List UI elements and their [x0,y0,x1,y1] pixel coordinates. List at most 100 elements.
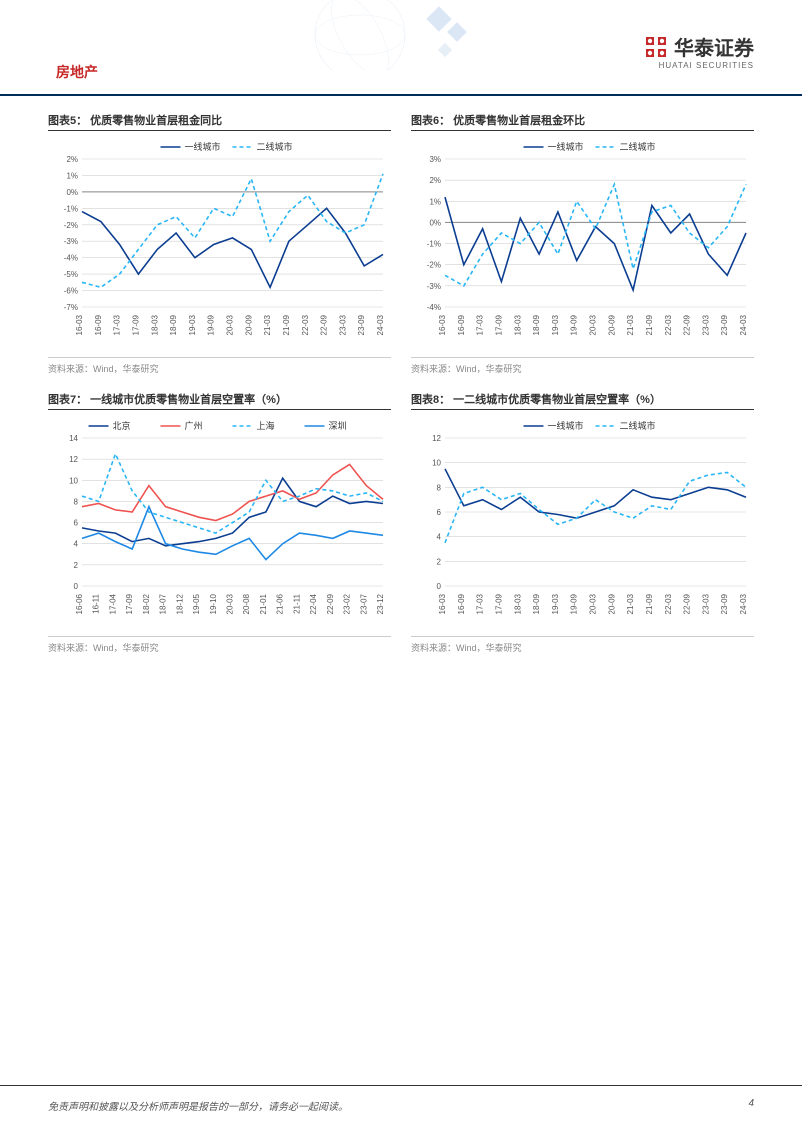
chart-canvas: 02468101216-0316-0917-0317-0918-0318-091… [411,414,754,634]
chart-source: 资料来源：Wind，华泰研究 [411,636,754,658]
svg-text:19-03: 19-03 [551,593,560,614]
svg-text:23-03: 23-03 [701,314,710,335]
svg-text:2%: 2% [429,176,441,185]
svg-text:23-02: 23-02 [343,593,352,614]
svg-text:19-05: 19-05 [192,593,201,614]
svg-text:-1%: -1% [427,240,441,249]
svg-text:北京: 北京 [113,420,131,431]
svg-text:-4%: -4% [427,303,441,312]
svg-text:3%: 3% [429,155,441,164]
svg-text:17-09: 17-09 [125,593,134,614]
header-decoration [240,0,520,70]
svg-text:22-04: 22-04 [309,593,318,614]
svg-text:23-03: 23-03 [338,314,347,335]
svg-text:21-11: 21-11 [292,593,301,613]
svg-text:14: 14 [69,434,78,443]
chart-6: 图表6： 优质零售物业首层租金环比 -4% -3% -2% -1% 0% 1% 2% 3% 16… [411,108,754,379]
svg-text:0%: 0% [66,188,78,197]
svg-text:-2%: -2% [64,221,78,230]
svg-text:22-03: 22-03 [664,314,673,335]
svg-text:23-12: 23-12 [376,593,385,614]
svg-text:二线城市: 二线城市 [620,141,656,152]
svg-text:21-01: 21-01 [259,593,268,614]
svg-text:17-03: 17-03 [476,314,485,335]
svg-text:0: 0 [437,582,442,591]
svg-text:16-09: 16-09 [457,593,466,614]
svg-text:18-12: 18-12 [175,593,184,614]
svg-text:0: 0 [74,582,79,591]
chart-source: 资料来源：Wind，华泰研究 [411,357,754,379]
chart-canvas: 0246810121416-0616-1117-0417-0918-0218-0… [48,414,391,634]
svg-text:19-09: 19-09 [570,314,579,335]
svg-text:12: 12 [69,455,78,464]
svg-text:16-06: 16-06 [75,593,84,614]
page-header: 房地产 华泰证券 HUATAI SECURITIES [0,0,802,96]
svg-text:24-03: 24-03 [376,314,385,335]
chart-5: 图表5： 优质零售物业首层租金同比 -7%-6%-5%-4%-3%-2%-1%0… [48,108,391,379]
svg-text:2: 2 [74,561,79,570]
svg-text:23-09: 23-09 [357,314,366,335]
svg-text:20-03: 20-03 [226,593,235,614]
svg-text:24-03: 24-03 [739,593,748,614]
svg-text:22-09: 22-09 [683,314,692,335]
svg-text:2%: 2% [66,155,78,164]
svg-text:18-07: 18-07 [159,593,168,614]
chart-title: 图表7： 一线城市优质零售物业首层空置率（%） [48,387,391,410]
svg-text:1%: 1% [429,197,441,206]
svg-text:4: 4 [74,540,79,549]
svg-text:19-09: 19-09 [207,314,216,335]
chart-title: 图表6： 优质零售物业首层租金环比 [411,108,754,131]
svg-text:16-11: 16-11 [92,593,101,613]
svg-text:一线城市: 一线城市 [185,141,221,152]
svg-text:16-03: 16-03 [438,593,447,614]
svg-text:18-09: 18-09 [169,314,178,335]
svg-text:16-09: 16-09 [94,314,103,335]
svg-text:-3%: -3% [427,282,441,291]
svg-text:二线城市: 二线城市 [620,420,656,431]
svg-text:一线城市: 一线城市 [548,141,584,152]
svg-text:18-09: 18-09 [532,314,541,335]
svg-text:21-03: 21-03 [263,314,272,335]
svg-text:17-09: 17-09 [494,314,503,335]
svg-text:23-03: 23-03 [701,593,710,614]
svg-text:17-03: 17-03 [113,314,122,335]
svg-text:4: 4 [437,533,442,542]
svg-text:10: 10 [69,476,78,485]
svg-text:22-03: 22-03 [664,593,673,614]
svg-text:16-03: 16-03 [75,314,84,335]
disclaimer-text: 免责声明和披露以及分析师声明是报告的一部分，请务必一起阅读。 [48,1098,348,1133]
svg-text:0%: 0% [429,218,441,227]
svg-text:23-09: 23-09 [720,314,729,335]
svg-text:22-03: 22-03 [301,314,310,335]
svg-text:21-09: 21-09 [645,593,654,614]
svg-text:22-09: 22-09 [320,314,329,335]
svg-text:19-10: 19-10 [209,593,218,614]
chart-8: 图表8： 一二线城市优质零售物业首层空置率（%） 02468101216-031… [411,387,754,658]
svg-text:-5%: -5% [64,270,78,279]
page-footer: 免责声明和披露以及分析师声明是报告的一部分，请务必一起阅读。 4 [0,1085,802,1133]
svg-text:17-09: 17-09 [131,314,140,335]
chart-title: 图表8： 一二线城市优质零售物业首层空置率（%） [411,387,754,410]
svg-text:18-03: 18-03 [513,593,522,614]
svg-text:16-09: 16-09 [457,314,466,335]
logo-icon [644,35,668,59]
svg-text:2: 2 [437,557,442,566]
svg-text:-1%: -1% [64,204,78,213]
svg-text:17-09: 17-09 [494,593,503,614]
svg-text:20-09: 20-09 [607,593,616,614]
svg-text:18-03: 18-03 [513,314,522,335]
svg-text:18-02: 18-02 [142,593,151,614]
chart-7: 图表7： 一线城市优质零售物业首层空置率（%） 0246810121416-06… [48,387,391,658]
chart-canvas: -7%-6%-5%-4%-3%-2%-1%0%1%2%16-0316-0917-… [48,135,391,355]
svg-text:-6%: -6% [64,287,78,296]
svg-text:21-06: 21-06 [276,593,285,614]
charts-grid: 图表5： 优质零售物业首层租金同比 -7%-6%-5%-4%-3%-2%-1%0… [0,96,802,658]
svg-text:16-03: 16-03 [438,314,447,335]
svg-text:上海: 上海 [257,420,275,431]
svg-text:21-03: 21-03 [626,314,635,335]
svg-text:20-09: 20-09 [607,314,616,335]
svg-text:22-09: 22-09 [683,593,692,614]
company-logo: 华泰证券 HUATAI SECURITIES [644,32,754,70]
svg-text:-4%: -4% [64,254,78,263]
svg-text:-2%: -2% [427,261,441,270]
